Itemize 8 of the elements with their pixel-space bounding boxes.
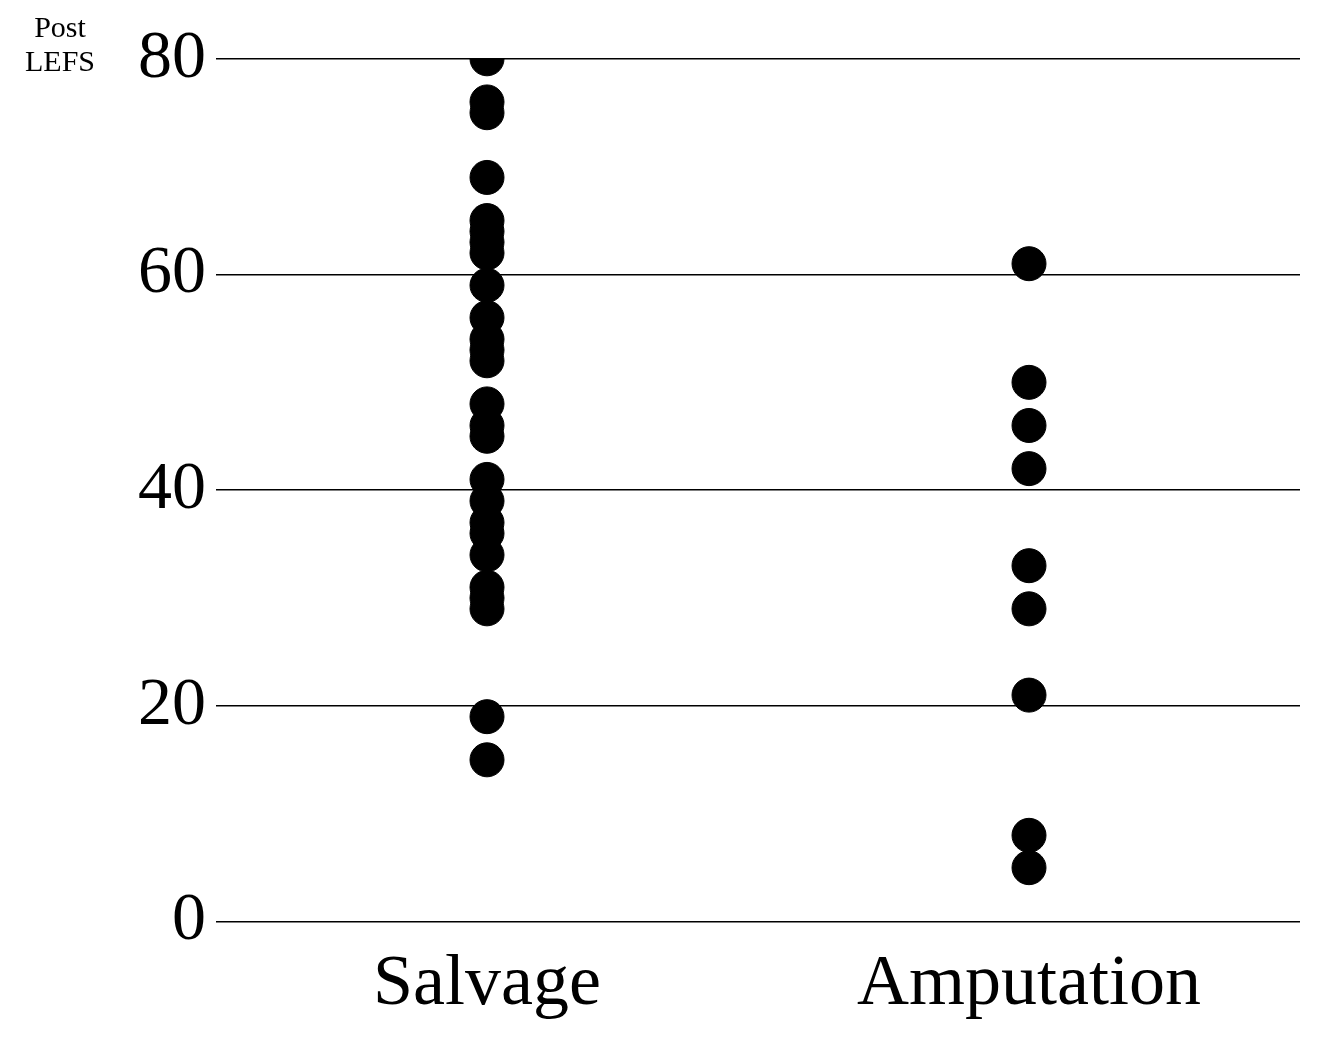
y-tick-label: 20 [138, 662, 206, 739]
y-tick-label: 40 [138, 447, 206, 524]
y-tick-label: 80 [138, 15, 206, 92]
x-tick-label: Salvage [373, 939, 601, 1020]
x-tick-label: Amputation [857, 939, 1201, 1020]
y-axis-title: Post LEFS [24, 10, 96, 78]
y-tick-label: 0 [172, 878, 206, 955]
y-tick-label: 60 [138, 231, 206, 308]
